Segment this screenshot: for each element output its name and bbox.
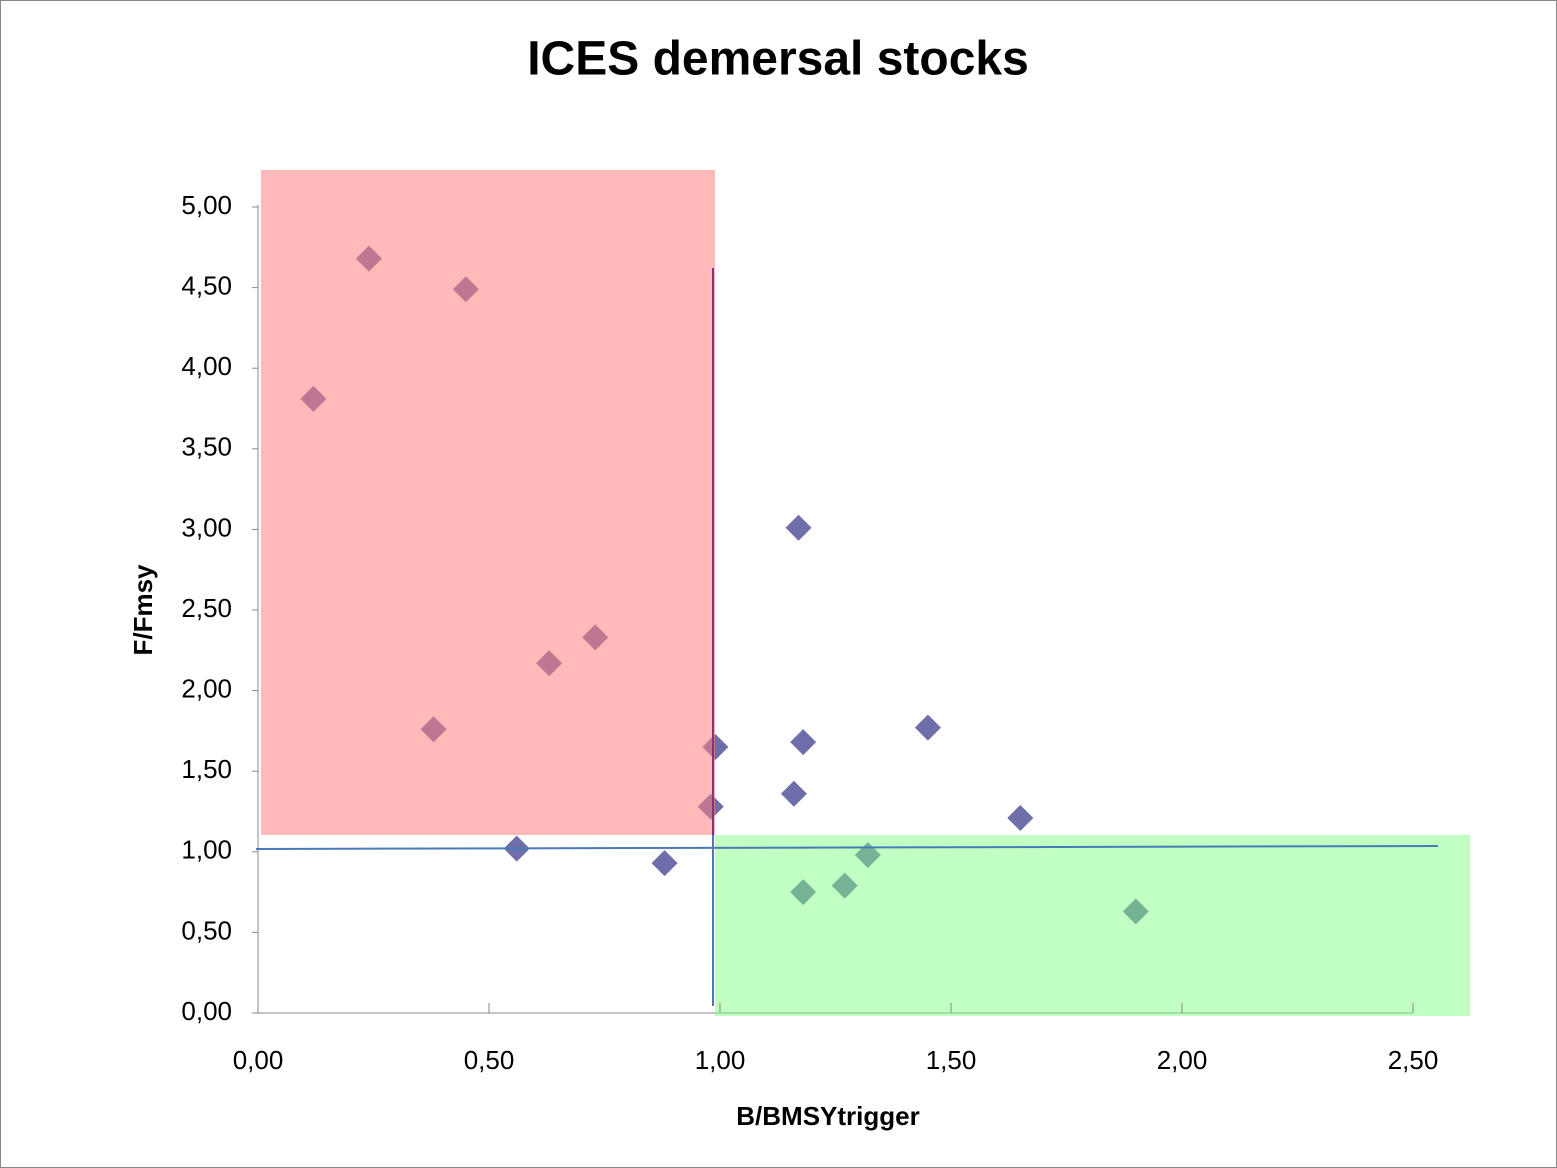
y-tick-label: 0,00: [181, 996, 232, 1026]
x-tick-label: 1,50: [926, 1045, 977, 1075]
x-tick-label: 2,50: [1388, 1045, 1439, 1075]
y-tick-label: 3,50: [181, 432, 232, 462]
x-axis-label: B/BMSYtrigger: [736, 1101, 919, 1131]
y-tick-label: 2,00: [181, 673, 232, 703]
y-tick-label: 3,00: [181, 512, 232, 542]
y-axis-label: F/Fmsy: [128, 564, 158, 656]
point: [914, 714, 941, 741]
point: [1122, 898, 1149, 925]
x-tick-label: 2,00: [1157, 1045, 1208, 1075]
point: [1007, 804, 1034, 831]
y-tick-label: 5,00: [181, 190, 232, 220]
y-tick-label: 0,50: [181, 915, 232, 945]
y-tick-label: 4,50: [181, 270, 232, 300]
x-tick-label: 0,00: [233, 1045, 284, 1075]
y-tick-label: 2,50: [181, 593, 232, 623]
y-tick-label: 4,00: [181, 351, 232, 381]
y-tick-label: 1,00: [181, 835, 232, 865]
point: [831, 872, 858, 899]
point: [785, 514, 812, 541]
point: [790, 729, 817, 756]
green-zone: [715, 835, 1470, 1016]
chart-title: ICES demersal stocks: [527, 33, 1029, 86]
reference-line: [255, 845, 1439, 850]
point: [651, 850, 678, 877]
red-zone: [261, 170, 715, 835]
point: [854, 842, 881, 869]
x-tick-label: 0,50: [464, 1045, 515, 1075]
x-tick-label: 1,00: [695, 1045, 746, 1075]
point: [790, 879, 817, 906]
point: [780, 780, 807, 807]
y-tick-label: 1,50: [181, 754, 232, 784]
